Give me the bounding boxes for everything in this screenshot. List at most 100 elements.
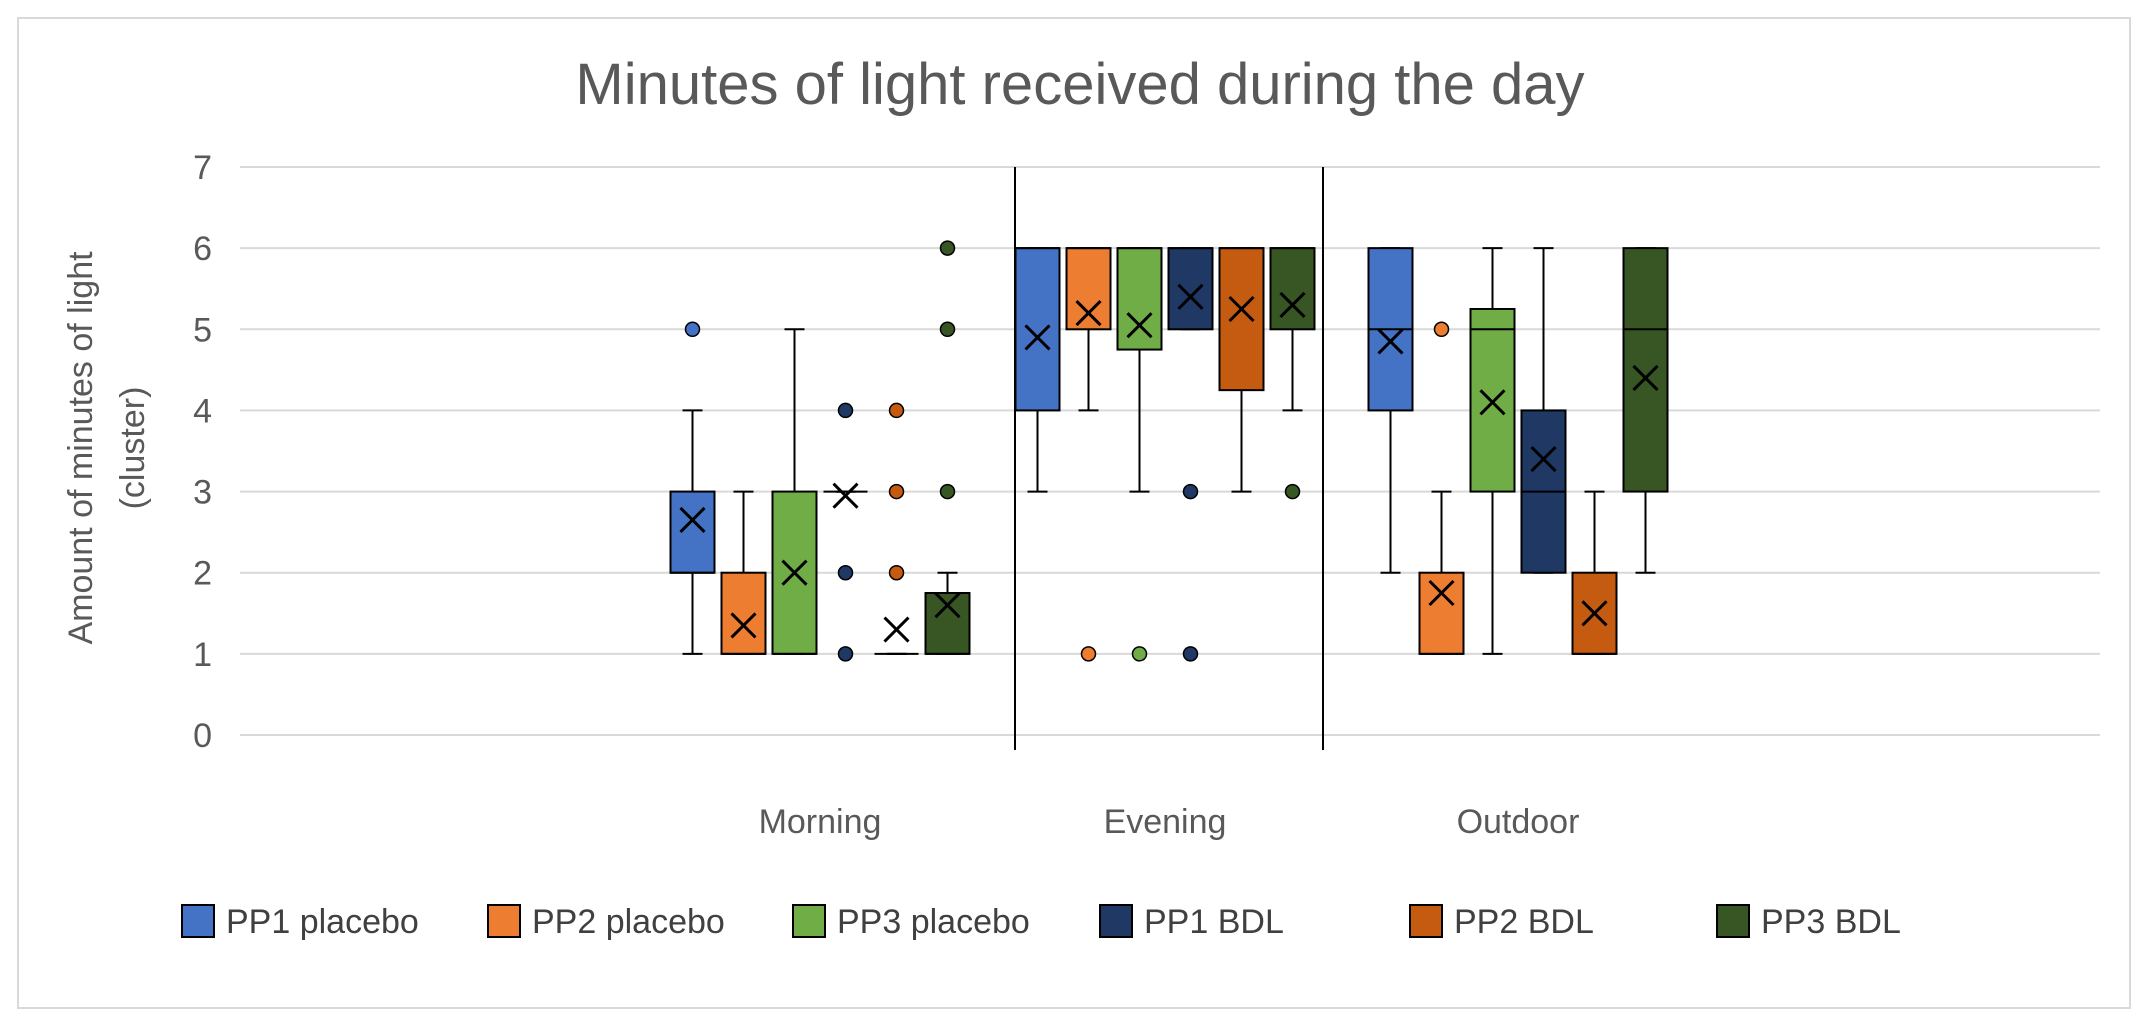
box-pp3-placebo-outdoor [1469, 247, 1516, 655]
legend-label: PP3 placebo [837, 903, 1030, 941]
mean-marker [1479, 389, 1506, 416]
y-axis-label: Amount of minutes of light (cluster) [62, 251, 152, 645]
box-pp2-bdl-outdoor [1571, 490, 1618, 655]
box-pp3-bdl-outdoor [1622, 247, 1669, 574]
y-tick-label: 3 [193, 474, 212, 512]
outlier-point [888, 483, 905, 500]
box-pp3-bdl-evening [1269, 247, 1316, 500]
outlier-point [939, 483, 956, 500]
legend-swatch [1716, 904, 1750, 938]
outlier-point [888, 564, 905, 581]
mean-marker [1581, 600, 1608, 627]
outlier-point [1182, 646, 1199, 662]
box-pp1-bdl-morning [823, 402, 868, 662]
box-iqr [1116, 247, 1163, 351]
box-pp1-placebo-evening [1014, 247, 1061, 493]
y-tick-label: 7 [193, 149, 212, 187]
x-category-label: Evening [1104, 803, 1227, 841]
mean-marker [1377, 328, 1404, 355]
mean-marker [1177, 283, 1204, 310]
box-iqr [1622, 247, 1669, 493]
legend-item: PP1 BDL [1099, 903, 1284, 941]
mean-marker [1126, 312, 1153, 339]
outlier-point [837, 402, 854, 419]
box-pp3-placebo-morning [771, 328, 818, 655]
legend-item: PP3 BDL [1716, 903, 1901, 941]
outlier-point [684, 321, 701, 338]
outlier-point [1182, 483, 1199, 500]
box-pp2-bdl-evening [1218, 247, 1265, 493]
box-iqr [1167, 247, 1214, 331]
legend-item: PP1 placebo [181, 903, 419, 941]
legend-swatch [1409, 904, 1443, 938]
legend: PP1 placebo PP2 placebo PP3 placebo PP1 BDL… [181, 903, 1901, 941]
y-tick-label: 5 [193, 311, 212, 349]
outlier-point [837, 564, 854, 581]
mean-marker [1530, 446, 1557, 473]
box-pp2-placebo-outdoor [1418, 321, 1465, 655]
mean-marker [832, 482, 859, 509]
box-iqr [1065, 247, 1112, 331]
outlier-point [1433, 321, 1450, 338]
legend-swatch [1099, 904, 1133, 938]
legend-item: PP2 placebo [487, 903, 725, 941]
y-axis-label-line-1: Amount of minutes of light [62, 251, 100, 645]
box-pp1-bdl-outdoor [1520, 247, 1567, 574]
box-iqr [720, 571, 767, 655]
box-pp1-placebo-morning [669, 321, 716, 655]
mean-marker [679, 506, 706, 534]
box-pp3-bdl-morning [924, 240, 971, 655]
legend-label: PP1 BDL [1144, 903, 1284, 941]
box-iqr [1418, 571, 1465, 655]
gridlines [240, 166, 2100, 736]
x-category-label: Outdoor [1457, 803, 1580, 841]
box-pp1-placebo-outdoor [1367, 247, 1414, 574]
legend-swatch [487, 904, 521, 938]
legend-swatch [181, 904, 215, 938]
mean-marker [1428, 579, 1455, 607]
legend-label: PP3 BDL [1761, 903, 1901, 941]
legend-item: PP3 placebo [792, 903, 1030, 941]
box-iqr [1218, 247, 1265, 392]
mean-marker [934, 592, 961, 619]
outlier-point [1080, 646, 1097, 662]
box-series [669, 240, 1669, 662]
x-axis-category-labels: Morning Evening Outdoor [759, 803, 1580, 841]
mean-marker [1228, 295, 1255, 323]
mean-marker [781, 559, 808, 586]
outlier-point [837, 646, 854, 662]
y-axis-ticks: 0 1 2 3 4 5 6 7 [193, 149, 212, 755]
mean-marker [883, 616, 910, 643]
outlier-point [939, 240, 956, 256]
outlier-point [1284, 483, 1301, 500]
y-axis-label-line-2: (cluster) [114, 387, 152, 510]
box-pp2-placebo-evening [1065, 247, 1112, 662]
chart-border [17, 17, 2131, 1009]
legend-label: PP2 placebo [532, 903, 725, 941]
chart-title: Minutes of light received during the day [575, 52, 1584, 117]
y-tick-label: 6 [193, 230, 212, 268]
mean-marker [1632, 364, 1659, 392]
outlier-point [888, 402, 905, 419]
x-category-label: Morning [759, 803, 882, 841]
y-tick-label: 0 [193, 717, 212, 755]
legend-item: PP2 BDL [1409, 903, 1594, 941]
mean-marker [1279, 291, 1306, 319]
mean-marker [1075, 299, 1102, 327]
box-pp2-bdl-morning [874, 402, 919, 655]
legend-swatch [792, 904, 826, 938]
mean-marker [1024, 324, 1051, 351]
y-tick-label: 4 [193, 392, 212, 430]
box-iqr [1269, 247, 1316, 331]
box-iqr [924, 592, 971, 655]
legend-label: PP2 BDL [1454, 903, 1594, 941]
mean-marker [730, 612, 757, 639]
outlier-point [1131, 646, 1148, 662]
box-pp3-placebo-evening [1116, 247, 1163, 662]
box-iqr [669, 490, 716, 574]
y-tick-label: 2 [193, 555, 212, 593]
legend-label: PP1 placebo [226, 903, 419, 941]
box-pp2-placebo-morning [720, 490, 767, 655]
